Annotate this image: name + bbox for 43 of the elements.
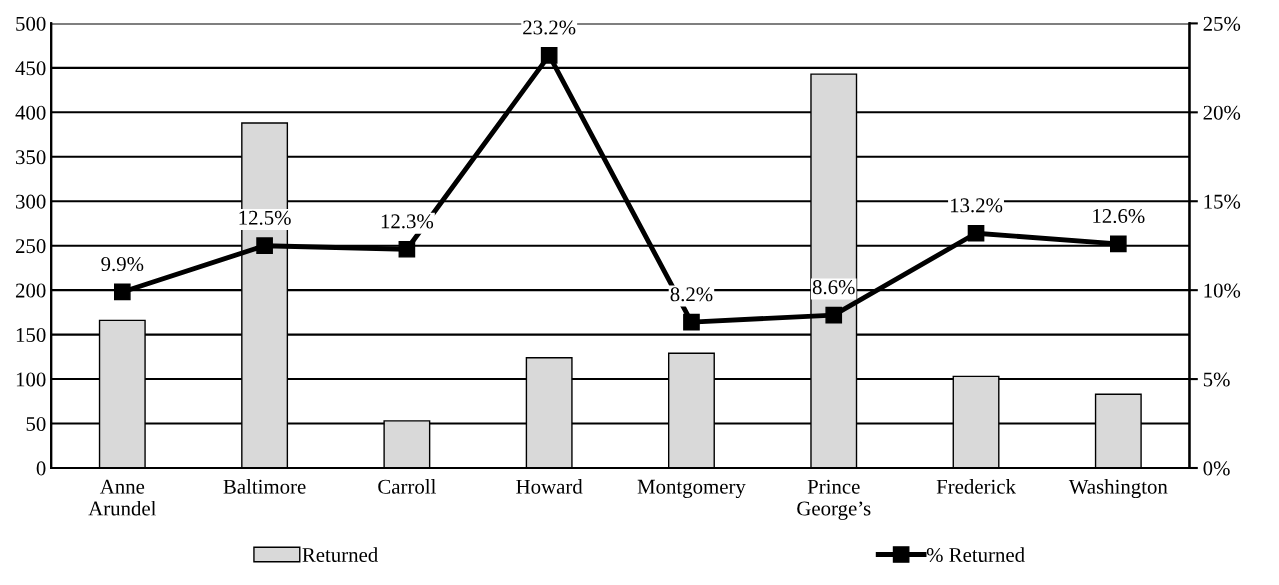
legend-label: Returned: [302, 547, 378, 563]
x-tick-label: Washington: [1068, 479, 1168, 499]
data-label: 8.2%: [670, 287, 713, 302]
point: [113, 283, 131, 301]
y-tick-label: 400: [15, 105, 46, 120]
y-tick-label: 0: [36, 461, 46, 476]
y2-tick-label: 10%: [1204, 283, 1241, 298]
x-tick-label: Prince George’s: [797, 479, 871, 520]
y-tick-label: 150: [16, 327, 46, 343]
point: [540, 47, 558, 64]
data-label: 8.6%: [812, 280, 855, 295]
y2-tick-label: 0%: [1203, 461, 1230, 476]
y-tick-label: 100: [16, 372, 46, 387]
x-tick-label: Frederick: [936, 479, 1016, 494]
y2-tick-label: 25%: [1203, 16, 1241, 31]
data-label: 12.5%: [239, 210, 291, 225]
y-tick-label: 250: [15, 239, 46, 254]
y2-tick-label: 5%: [1203, 372, 1230, 387]
point: [398, 240, 416, 258]
y-tick-label: 350: [16, 150, 46, 165]
x-tick-label: Baltimore: [223, 479, 306, 494]
x-tick-label: Howard: [516, 479, 583, 494]
legend-label: % Returned: [926, 547, 1025, 563]
data-label: 12.3%: [381, 214, 434, 229]
y-tick-label: 50: [26, 416, 46, 431]
y-tick-label: 200: [15, 283, 46, 298]
point: [683, 313, 700, 331]
y-tick-label: 450: [15, 61, 46, 76]
y2-tick-label: 15%: [1204, 194, 1241, 209]
y2-tick-label: 20%: [1203, 105, 1241, 120]
x-tick-label: Anne Arundel: [88, 479, 157, 516]
point: [967, 224, 985, 242]
data-label: 13.2%: [950, 198, 1003, 213]
x-tick-label: Montgomery: [637, 479, 746, 498]
point: [1109, 235, 1127, 253]
point: [256, 237, 273, 255]
y-tick-label: 300: [16, 194, 46, 209]
point: [825, 306, 843, 324]
x-tick-label: Carroll: [378, 479, 436, 494]
data-label: 9.9%: [101, 256, 144, 272]
y-tick-label: 500: [16, 16, 46, 31]
data-label: 23.2%: [523, 20, 576, 35]
data-label: 12.6%: [1093, 208, 1145, 224]
